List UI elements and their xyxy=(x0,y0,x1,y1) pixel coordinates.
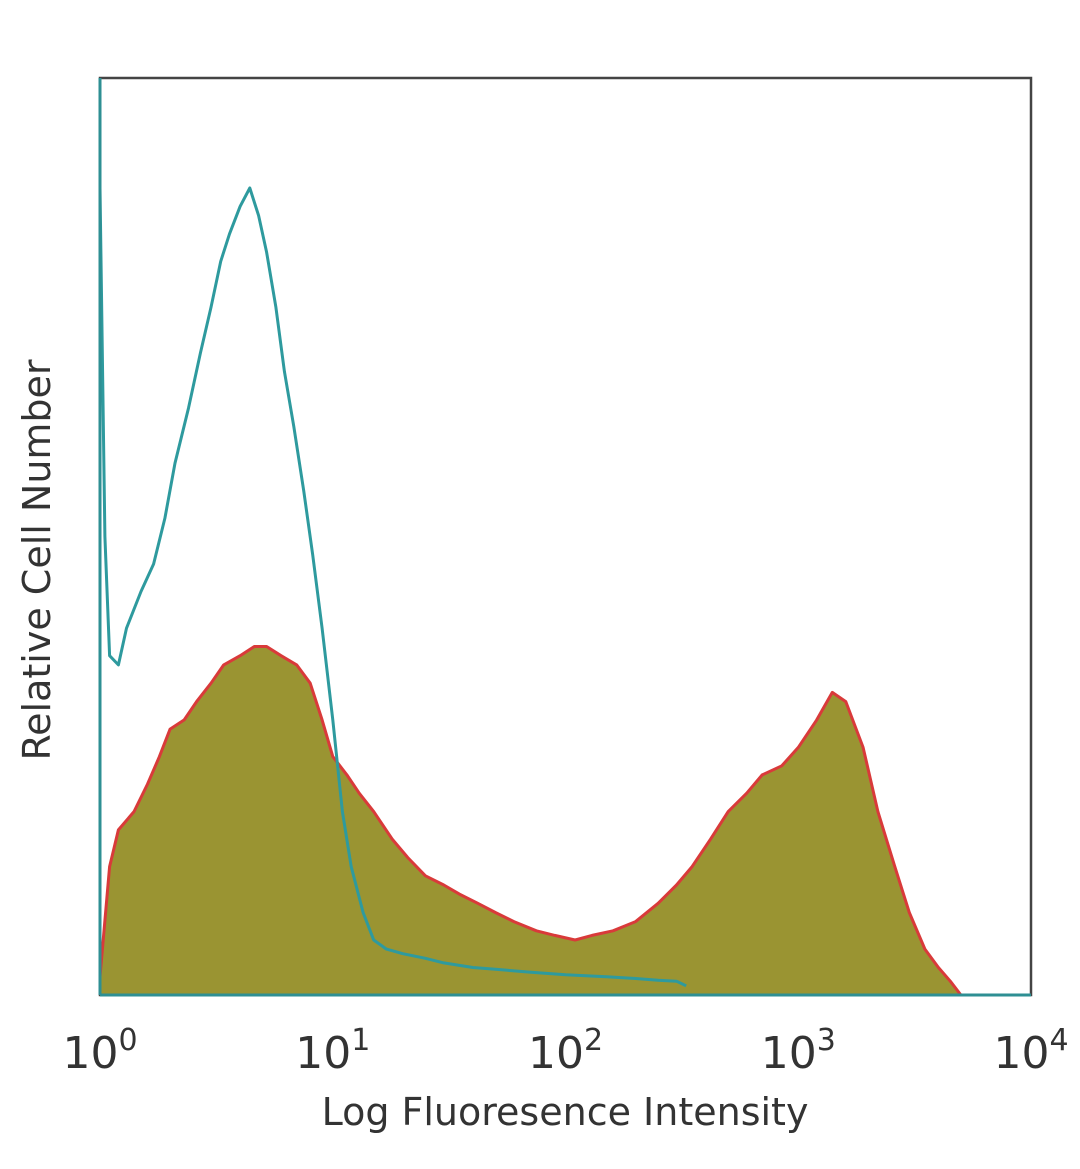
series-layer xyxy=(98,186,963,996)
x-tick-labels: 100 101 102 103 104 xyxy=(62,1023,1068,1079)
x-tick-label-0: 100 xyxy=(62,1023,137,1079)
x-tick-label-2: 102 xyxy=(528,1023,603,1079)
x-tick-label-4: 104 xyxy=(993,1023,1068,1079)
x-tick-label-3: 103 xyxy=(761,1023,836,1079)
x-axis-label: Log Fluoresence Intensity xyxy=(322,1090,809,1134)
series-0-line xyxy=(98,645,963,996)
series-1-line xyxy=(98,186,687,988)
x-tick-label-1: 101 xyxy=(295,1023,370,1079)
y-axis-label: Relative Cell Number xyxy=(15,359,59,760)
series-0-area xyxy=(100,646,961,995)
